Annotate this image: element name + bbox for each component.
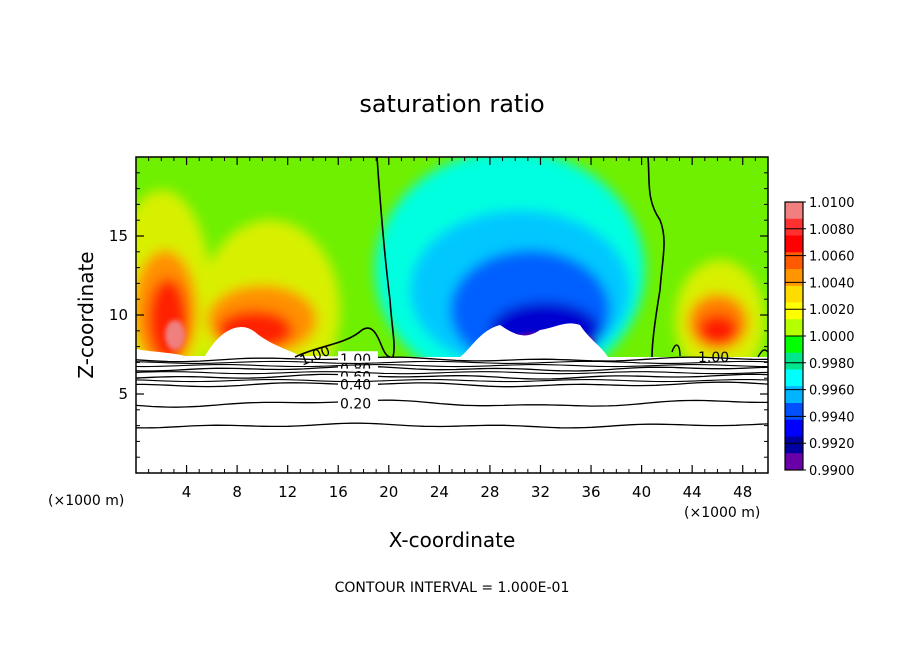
x-tick-label: 24 (430, 483, 449, 501)
y-tick-label: 5 (118, 385, 128, 403)
contour-line (135, 356, 769, 363)
contour-line-minor (135, 379, 769, 383)
contour-line (136, 381, 769, 388)
y-tick-label: 15 (109, 227, 128, 245)
colorbar-label: 0.9940 (809, 410, 855, 425)
x-tick-label: 48 (733, 483, 752, 501)
contour-line (135, 422, 769, 429)
colorbar-swatch (785, 202, 803, 220)
colorbar-swatch (785, 252, 803, 270)
contour-label-bg (338, 395, 378, 409)
contour-field-line-left (376, 157, 395, 358)
contour-field-line-right (647, 157, 665, 358)
x-tick-label: 36 (581, 483, 600, 501)
x-tick-label: 28 (480, 483, 499, 501)
colorbar-label: 1.0020 (809, 303, 855, 318)
field-left-pink (165, 320, 185, 350)
x-tick-label: 8 (232, 483, 242, 501)
colorbar-swatch (785, 218, 803, 236)
colorbar-swatch (785, 235, 803, 253)
colorbar-swatch (785, 419, 803, 437)
contour-label: 0.20 (340, 396, 371, 412)
y-axis-label: Z-coordinate (74, 251, 98, 378)
x-unit-label-left: (×1000 m) (48, 493, 124, 509)
contour-line (135, 365, 769, 372)
contour-field-line-left-lower (294, 327, 391, 358)
y-tick-label: 10 (109, 306, 128, 324)
field-right-red (698, 314, 738, 346)
contour-line (135, 399, 768, 408)
colorbar-label: 1.0060 (809, 250, 855, 265)
x-unit-label-right: (×1000 m) (684, 505, 760, 521)
x-tick-label: 44 (683, 483, 702, 501)
contour-line-minor (135, 371, 769, 375)
colorbar-swatch (785, 319, 803, 337)
field-left-red (148, 278, 188, 362)
x-axis-ticks: 4 8 12 16 20 24 28 32 36 40 44 48 (148, 157, 756, 501)
colorbar: 1.0100 1.0080 1.0060 1.0040 1.0020 1.0000 0.99… (784, 196, 855, 479)
chart-title: saturation ratio (359, 90, 544, 118)
field-lower-white (136, 357, 768, 473)
x-axis-label: X-coordinate (389, 528, 516, 552)
colorbar-label: 0.9920 (809, 437, 855, 452)
colorbar-label: 1.0100 (809, 196, 855, 211)
colorbar-swatch (785, 336, 803, 354)
colorbar-swatch (785, 386, 803, 404)
colorbar-swatch (785, 285, 803, 303)
colorbar-swatch (785, 453, 803, 471)
contour-line-minor (135, 364, 768, 368)
contour-label-bg (338, 376, 378, 390)
x-tick-label: 40 (632, 483, 651, 501)
contour-interval-note: CONTOUR INTERVAL = 1.000E-01 (335, 580, 570, 596)
colorbar-label: 1.0080 (809, 223, 855, 238)
x-tick-label: 32 (531, 483, 550, 501)
colorbar-swatch (785, 369, 803, 387)
x-tick-label: 4 (182, 483, 192, 501)
y-axis-ticks: 5 10 15 (109, 172, 768, 458)
colorbar-label: 0.9900 (809, 464, 855, 479)
x-tick-label: 12 (278, 483, 297, 501)
colorbar-label: 0.9960 (809, 384, 855, 399)
contour-field-line-edge (757, 349, 768, 358)
contour-field-line-right-small (671, 344, 681, 357)
contour-line (135, 373, 769, 380)
colorbar-swatch (785, 302, 803, 320)
colorbar-label: 0.9980 (809, 357, 855, 372)
colorbar-label: 1.0000 (809, 330, 855, 345)
x-tick-label: 16 (329, 483, 348, 501)
contour-label: 0.40 (340, 378, 371, 394)
contour-line-minor (135, 360, 769, 364)
x-tick-label: 20 (379, 483, 398, 501)
colorbar-label: 1.0040 (809, 276, 855, 291)
colorbar-swatch (785, 436, 803, 454)
colorbar-swatch (785, 269, 803, 287)
colorbar-swatch (785, 403, 803, 421)
colorbar-swatch (785, 352, 803, 370)
contour-label-field-right: 1.00 (698, 350, 729, 366)
contour-lines: 1.000.800.600.400.20 (135, 351, 769, 429)
